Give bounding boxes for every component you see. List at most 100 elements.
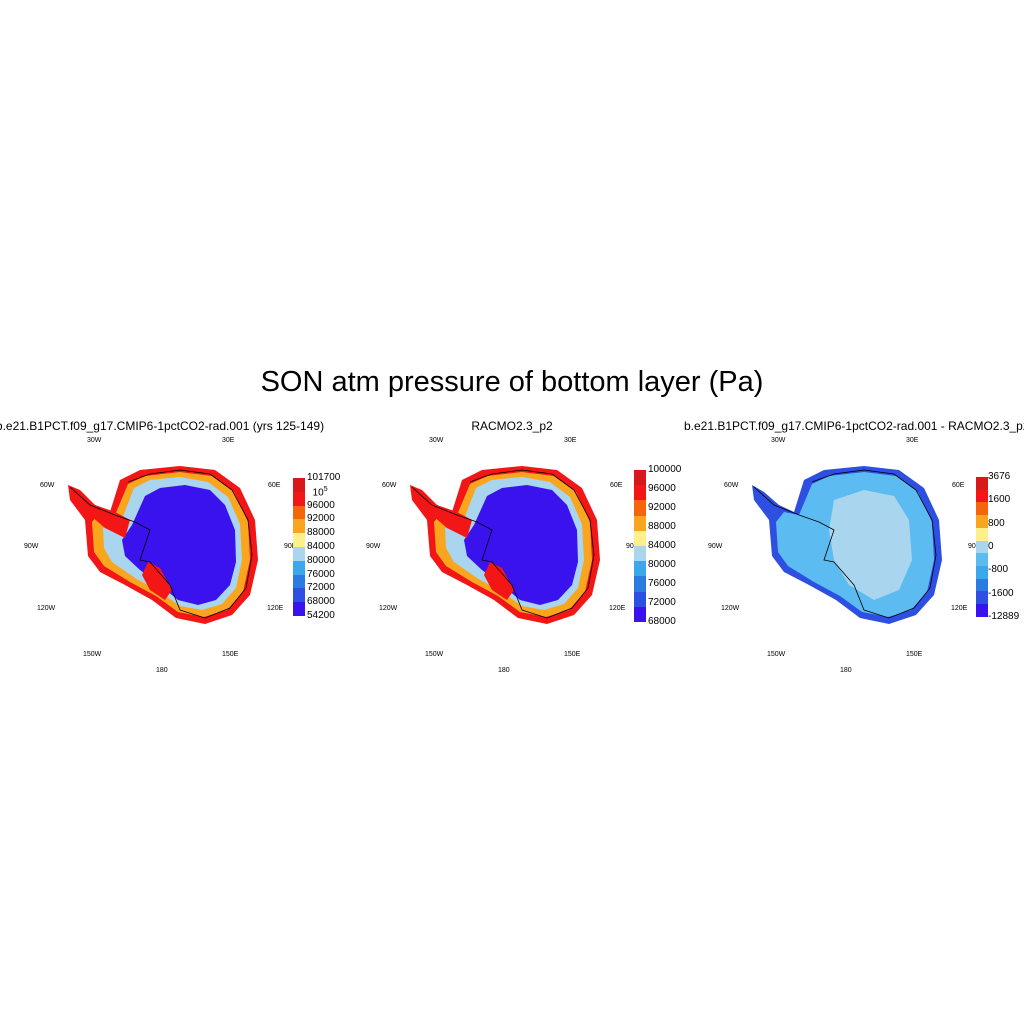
colorbar-swatch — [293, 574, 305, 589]
panel-title: b.e21.B1PCT.f09_g17.CMIP6-1pctCO2-rad.00… — [0, 419, 325, 433]
lon-label-60e: 60E — [952, 482, 965, 489]
lon-label-90e: 90E — [626, 543, 639, 550]
colorbar-swatch — [634, 530, 646, 546]
colorbar-swatch — [976, 540, 988, 554]
colorbar-tick-label: 1600 — [988, 494, 1011, 506]
colorbar-swatch — [976, 489, 988, 503]
colorbar-tick-label: 88000 — [307, 527, 335, 539]
figure-title: SON atm pressure of bottom layer (Pa) — [260, 366, 764, 398]
colorbar — [976, 477, 988, 617]
lon-label-90e: 90E — [968, 543, 981, 550]
colorbar-tick-label: 68000 — [648, 616, 676, 627]
antarctica-map — [410, 466, 600, 624]
lon-label-150e: 150E — [906, 651, 923, 658]
lon-label-120w: 120W — [721, 605, 740, 612]
colorbar-swatch — [634, 591, 646, 607]
colorbar-tick-label: 96000 — [307, 499, 335, 511]
colorbar-swatch — [634, 500, 646, 516]
colorbar-swatch — [634, 606, 646, 622]
map-panel-difference: b.e21.B1PCT.f09_g17.CMIP6-1pctCO2-rad.00… — [684, 415, 1024, 680]
lon-label-30w: 30W — [87, 437, 102, 444]
lon-label-90e: 90E — [284, 543, 297, 550]
colorbar-swatch — [634, 515, 646, 531]
coastline — [69, 469, 253, 619]
colorbar-swatch — [293, 533, 305, 547]
colorbar-swatch — [634, 470, 646, 486]
colorbar-tick-label: 105 — [307, 485, 328, 499]
lon-label-90w: 90W — [708, 543, 723, 550]
peninsula-red — [410, 485, 472, 538]
coastline — [411, 469, 595, 619]
colorbar-tick-label: 0 — [988, 541, 994, 552]
colorbar-tick-label: 80000 — [648, 559, 676, 570]
colorbar-swatch — [293, 491, 305, 506]
lon-label-120e: 120E — [951, 605, 968, 612]
lon-label-150e: 150E — [564, 651, 581, 658]
colorbar-tick-label: 96000 — [648, 483, 676, 494]
lon-label-150w: 150W — [425, 651, 444, 658]
lon-label-30w: 30W — [771, 437, 786, 444]
ice-sheet-lightblue-patch — [829, 490, 912, 600]
colorbar-tick-label: 88000 — [648, 521, 676, 532]
colorbar-tick-label: -12889 — [988, 611, 1020, 622]
antarctica-map — [68, 466, 258, 624]
colorbar-tick-label: 72000 — [307, 582, 335, 594]
colorbar-tick-label: -1600 — [988, 587, 1014, 599]
colorbar-tick-label: 100000 — [648, 464, 682, 475]
colorbar-tick-label: 72000 — [648, 597, 676, 608]
colorbar-tick-label: 76000 — [307, 568, 335, 580]
colorbar-tick-label: 84000 — [307, 541, 335, 552]
colorbar-swatch — [634, 545, 646, 562]
colorbar-swatch — [293, 546, 305, 561]
lon-label-180: 180 — [156, 667, 168, 674]
lon-label-120e: 120E — [609, 605, 626, 612]
lon-label-120w: 120W — [37, 605, 56, 612]
colorbar-swatch — [293, 560, 305, 575]
antarctica-map — [752, 466, 942, 624]
colorbar-tick-label: 800 — [988, 517, 1005, 529]
lon-label-30e: 30E — [564, 437, 577, 444]
lon-label-30e: 30E — [222, 437, 235, 444]
colorbar-swatch — [976, 566, 988, 579]
colorbar — [293, 478, 305, 616]
lon-label-60w: 60W — [382, 482, 397, 489]
coastline — [753, 469, 937, 619]
colorbar-tick-label: 54200 — [307, 610, 335, 621]
lon-label-60e: 60E — [610, 482, 623, 489]
colorbar-tick-label: 101700 — [307, 472, 341, 483]
colorbar-swatch — [976, 515, 988, 528]
lon-label-120e: 120E — [267, 605, 284, 612]
lon-label-60w: 60W — [724, 482, 739, 489]
lon-label-30w: 30W — [429, 437, 444, 444]
lon-label-180: 180 — [498, 667, 510, 674]
colorbar-swatch — [293, 602, 305, 616]
colorbar-tick-label: 76000 — [648, 578, 676, 589]
lon-label-90w: 90W — [24, 543, 39, 550]
lon-label-30e: 30E — [906, 437, 919, 444]
lon-label-150w: 150W — [83, 651, 102, 658]
colorbar-tick-label: 84000 — [648, 540, 676, 551]
lon-label-150e: 150E — [222, 651, 239, 658]
colorbar-swatch — [293, 478, 305, 492]
lon-label-120w: 120W — [379, 605, 398, 612]
colorbar-tick-label: 92000 — [307, 513, 335, 525]
colorbar-swatch — [976, 553, 988, 567]
colorbar-tick-label: 3676 — [988, 471, 1011, 482]
lon-label-150w: 150W — [767, 651, 786, 658]
lon-label-90w: 90W — [366, 543, 381, 550]
lon-label-60e: 60E — [268, 482, 281, 489]
colorbar-tick-label: 68000 — [307, 596, 335, 608]
ross-sea-red — [142, 562, 172, 600]
colorbar-swatch — [976, 591, 988, 605]
lon-label-180: 180 — [840, 667, 852, 674]
colorbar-swatch — [634, 561, 646, 577]
colorbar — [634, 470, 646, 622]
colorbar-swatch — [634, 485, 646, 501]
colorbar-tick-label: 92000 — [648, 502, 676, 513]
colorbar-swatch — [976, 477, 988, 490]
map-panel-racmo: RACMO2.3_p2 30W 30E 60W 60E 90W 90E 120W… — [342, 415, 682, 680]
colorbar-swatch — [293, 588, 305, 603]
colorbar-swatch — [976, 578, 988, 592]
lon-label-60w: 60W — [40, 482, 55, 489]
ross-sea-red — [484, 562, 514, 600]
